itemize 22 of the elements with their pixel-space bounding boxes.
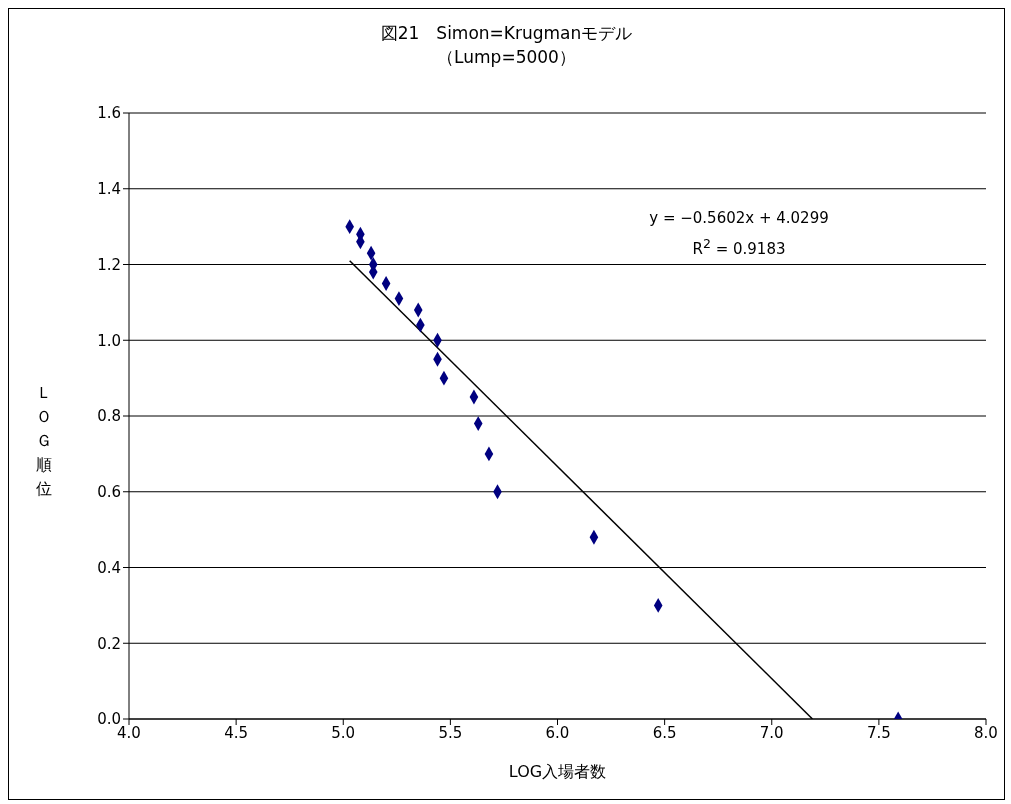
- y-tick-label: 1.2: [97, 255, 121, 274]
- x-tick-label: 5.5: [438, 723, 463, 742]
- x-tick-label: 4.5: [224, 723, 249, 742]
- x-tick-label: 7.5: [866, 723, 891, 742]
- x-tick-label: 6.5: [652, 723, 677, 742]
- y-tick-label: 1.4: [97, 180, 121, 199]
- y-tick-label: 0.4: [97, 558, 121, 577]
- y-tick-label: 1.0: [97, 331, 121, 350]
- x-tick-label: 5.0: [331, 723, 356, 742]
- y-tick-label: 1.6: [97, 104, 121, 123]
- y-tick-label: 0.6: [97, 483, 121, 502]
- y-tick-label: 0.2: [97, 634, 121, 653]
- y-axis-title: ＬＯＧ順位: [35, 382, 53, 500]
- annotation: y = −0.5602x + 4.0299: [648, 208, 830, 229]
- y-tick-label: 0.8: [97, 407, 121, 426]
- x-tick-label: 7.0: [759, 723, 784, 742]
- chart-title: 図21 Simon=Krugmanモデル: [379, 22, 634, 45]
- x-tick-label: 6.0: [545, 723, 570, 742]
- chart-subtitle: （Lump=5000）: [436, 46, 577, 69]
- x-axis-title: LOG入場者数: [508, 762, 607, 781]
- x-tick-label: 8.0: [974, 723, 998, 742]
- annotation: R$^{2}$ = 0.9183: [691, 235, 787, 260]
